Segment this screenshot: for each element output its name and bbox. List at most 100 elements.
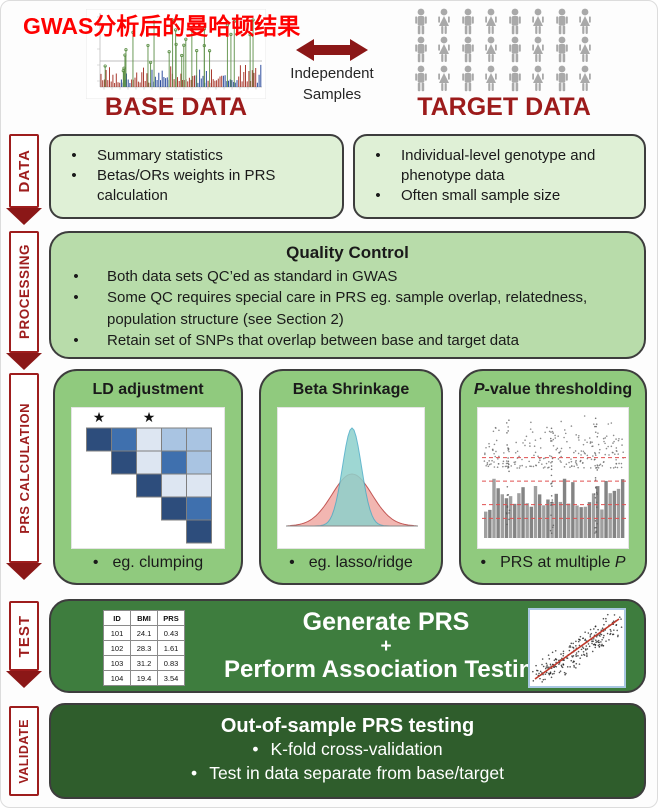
male-person-icon — [414, 65, 427, 92]
stage-label-processing: PROCESSING — [16, 244, 32, 340]
cell: 101 — [103, 625, 131, 641]
table-row: 101 24.1 0.43 — [103, 625, 185, 641]
table-header-row: ID BMI PRS — [103, 610, 185, 626]
table-row: 102 28.3 1.61 — [103, 640, 185, 656]
pvalue-thresholding-title: P-value thresholding — [461, 381, 645, 399]
quality-control-box: Quality Control • Both data sets QC’ed a… — [49, 231, 646, 359]
bullet-item: • Individual-level genotype and phenotyp… — [363, 146, 636, 186]
male-person-icon — [461, 37, 474, 63]
bullet-dot: • — [73, 289, 79, 307]
generate-prs-line: Generate PRS — [302, 608, 470, 636]
stage-label-prs-calculation: PRS CALCULATION — [16, 402, 32, 534]
bullet-item: • PRS at multiple P — [461, 551, 645, 575]
down-arrow-icon — [6, 671, 42, 688]
bullet-item: • Some QC requires special care in PRS e… — [61, 287, 634, 330]
target-data-label: TARGET DATA — [417, 93, 591, 121]
female-person-icon — [532, 37, 545, 63]
svg-text:★: ★ — [93, 409, 106, 425]
target-data-box: • Individual-level genotype and phenotyp… — [353, 134, 646, 219]
title-rest: -value thresholding — [484, 381, 633, 398]
bullet-text: Betas/ORs weights in PRS calculation — [97, 166, 276, 204]
cell: 102 — [103, 640, 131, 656]
male-person-icon — [461, 65, 474, 92]
bullet-text: K-fold cross-validation — [270, 739, 443, 759]
bullet-text: Test in data separate from base/target — [209, 762, 504, 783]
male-person-icon — [414, 8, 427, 35]
scatter-plot — [528, 608, 626, 688]
beta-shrinkage-plot — [286, 427, 418, 527]
stage-label-data: DATA — [15, 149, 33, 193]
bullet-text: Retain set of SNPs that overlap between … — [107, 332, 519, 350]
cell: 0.83 — [157, 655, 185, 671]
cell: 1.61 — [157, 640, 185, 656]
female-person-icon — [579, 65, 592, 92]
bullet-item: • Betas/ORs weights in PRS calculation — [59, 166, 334, 206]
scatter-plot-svg — [532, 613, 623, 683]
cell: 103 — [103, 655, 131, 671]
ld-matrix: ★ ★ — [86, 409, 212, 544]
bullet-text: Individual-level genotype and phenotype … — [401, 147, 596, 184]
male-person-icon — [555, 8, 568, 35]
male-person-icon — [555, 65, 568, 92]
stage-ribbon-processing: PROCESSING — [9, 231, 39, 353]
bullet-text: Summary statistics — [97, 147, 223, 164]
cell: 28.3 — [130, 640, 158, 656]
down-arrow-icon — [6, 208, 42, 225]
bullet-prefix: PRS at multiple — [500, 554, 615, 571]
ld-matrix-panel: ★ ★ — [71, 407, 225, 549]
beta-shrinkage-title: Beta Shrinkage — [292, 381, 410, 398]
stage-ribbon-data: DATA — [9, 134, 39, 208]
page-title: GWAS分析后的曼哈顿结果 — [23, 13, 301, 39]
bullet-text: Both data sets QC’ed as standard in GWAS — [107, 268, 398, 286]
bullet-dot: • — [289, 554, 295, 571]
col-header: BMI — [130, 610, 158, 626]
cell: 19.4 — [130, 670, 158, 686]
female-person-icon — [485, 37, 498, 63]
bullet-dot: • — [92, 554, 99, 571]
pvalue-thresholding-box: P-value thresholding • PRS at multiple P — [459, 369, 647, 585]
male-person-icon — [508, 8, 521, 35]
female-person-icon — [579, 8, 592, 34]
manhattan-plot-svg — [85, 8, 267, 100]
bullet-dot: • — [480, 554, 487, 571]
bullet-dot: • — [375, 186, 381, 204]
col-header: PRS — [157, 610, 185, 626]
validate-box: Out-of-sample PRS testing • K-fold cross-… — [49, 703, 646, 799]
pvalue-thresholding-plot — [482, 415, 626, 538]
female-person-icon — [485, 8, 498, 34]
male-person-icon — [508, 37, 521, 63]
svg-text:★: ★ — [143, 409, 156, 425]
male-person-icon — [414, 37, 427, 63]
independent-samples-caption: Independent Samples — [279, 63, 385, 105]
cell: 0.43 — [157, 625, 185, 641]
stage-ribbon-validate: VALIDATE — [9, 706, 39, 796]
italic-p: P — [473, 381, 485, 398]
male-person-icon — [508, 65, 521, 92]
col-header: ID — [103, 610, 131, 626]
bullet-dot: • — [73, 268, 79, 286]
bullet-item: • Test in data separate from base/target — [51, 762, 644, 786]
manhattan-plot — [85, 8, 267, 100]
bullet-item: • Retain set of SNPs that overlap betwee… — [61, 330, 634, 351]
bullet-dot: • — [191, 762, 198, 783]
beta-shrinkage-box: Beta Shrinkage • eg. lasso/ridge — [259, 369, 443, 585]
stage-ribbon-prs-calculation: PRS CALCULATION — [9, 373, 39, 563]
bullet-dot: • — [71, 147, 77, 164]
table-row: 103 31.2 0.83 — [103, 655, 185, 671]
plus-line: + — [380, 636, 392, 657]
test-box: ID BMI PRS 101 24.1 0.43 102 28.3 1.61 1… — [49, 599, 646, 693]
down-arrow-icon — [6, 563, 42, 580]
base-data-box: • Summary statistics • Betas/ORs weights… — [49, 134, 344, 219]
female-person-icon — [438, 65, 451, 92]
bullet-text: Often small sample size — [401, 186, 561, 204]
ld-adjustment-title: LD adjustment — [92, 381, 204, 398]
cell: 31.2 — [130, 655, 158, 671]
stage-label-validate: VALIDATE — [17, 718, 31, 784]
stage-label-test: TEST — [15, 614, 33, 658]
bullet-item: • eg. clumping — [55, 551, 241, 575]
validate-title: Out-of-sample PRS testing — [220, 715, 475, 737]
bullet-item: • eg. lasso/ridge — [261, 551, 441, 575]
bullet-text: eg. clumping — [112, 554, 204, 571]
female-person-icon — [579, 37, 592, 63]
